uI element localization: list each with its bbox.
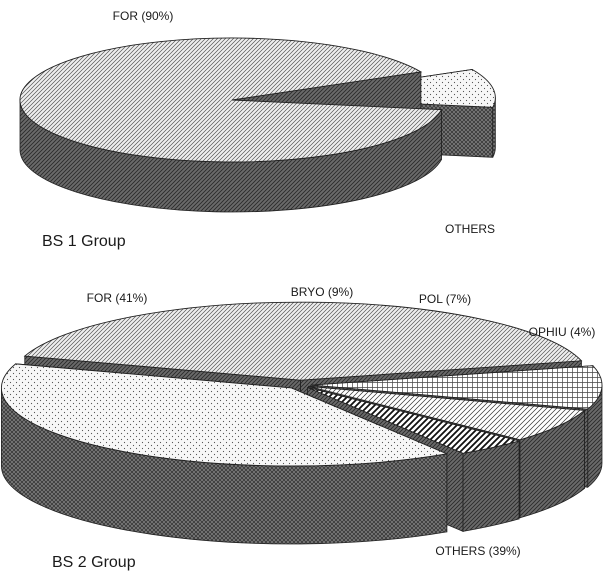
label-bs2-ophiu: OPHIU (4%)	[529, 325, 596, 339]
title-bs1-group: BS 1 Group	[42, 233, 126, 250]
slice-others	[1, 363, 449, 545]
label-bs2-for: FOR (41%)	[87, 291, 148, 305]
slice-top	[311, 365, 603, 410]
slice-side-wall	[462, 440, 520, 532]
pie-bs2	[1, 301, 603, 545]
slice-top	[19, 37, 443, 163]
pie-bs1	[19, 37, 496, 213]
label-bs1-others: OTHERS	[445, 222, 495, 236]
label-bs2-bryo: BRYO (9%)	[291, 285, 353, 299]
label-bs2-others: OTHERS (39%)	[435, 544, 520, 558]
slice-top	[308, 385, 586, 441]
slice-top	[23, 301, 583, 381]
title-bs2-group: BS 2 Group	[52, 554, 136, 571]
slice-for	[19, 37, 443, 213]
slice-top	[1, 363, 449, 467]
slice-top	[307, 387, 521, 454]
label-bs1-for: FOR (90%)	[113, 9, 174, 23]
label-bs2-pol: POL (7%)	[419, 292, 471, 306]
